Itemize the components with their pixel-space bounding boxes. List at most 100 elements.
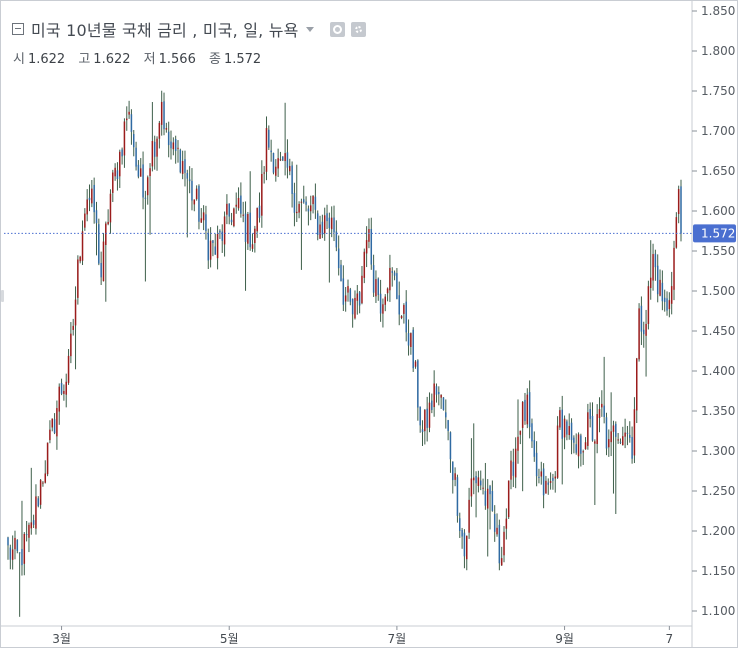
candles[interactable] [7,90,682,617]
candle [363,248,366,284]
candle-body-up [503,531,505,556]
candle [533,431,536,462]
candle-body-down [552,477,554,481]
candle [298,201,300,219]
candle [466,535,468,571]
candle [531,418,533,448]
candle-body-down [116,170,119,180]
candle-body-up [158,122,161,139]
candle-body-up [384,296,387,305]
candle [144,190,147,282]
candle [652,243,654,291]
candle [344,286,347,312]
candle-body-up [30,522,33,529]
time-tick-label: 3월 [52,632,71,646]
candle [626,425,629,446]
candle [81,220,84,266]
candle-body-up [107,221,109,225]
candle [270,139,272,162]
candle [328,212,331,283]
candle [468,487,470,539]
candle [605,412,608,456]
candle [500,546,503,566]
candle-body-up [652,254,654,281]
candle-body-up [577,434,580,457]
candle-body-up [165,128,168,130]
candle-body-up [356,293,359,301]
candle-body-up [587,412,589,446]
candle-body-up [102,241,105,282]
candle [629,421,631,443]
candle [25,520,28,542]
candle [105,221,107,302]
candle-body-up [247,214,249,244]
candle [540,461,543,485]
candle-body-down [186,173,189,179]
gear-icon[interactable] [350,21,366,37]
candle-body-up [284,153,286,162]
close-label: 종 [208,52,221,67]
candle [116,162,119,191]
candle-body-up [235,204,237,207]
candle [235,192,237,214]
candle-body-up [673,247,675,290]
last-price-label: 1.572 [701,226,735,240]
candle-body-up [675,217,678,248]
candle [449,431,452,473]
candle-body-up [72,325,74,330]
candle-body-up [151,140,154,167]
candle [282,156,284,162]
candle [228,203,230,225]
candle-body-up [659,279,661,296]
candle [538,468,540,484]
eye-icon[interactable] [329,21,345,37]
candle-body-up [160,101,163,125]
symbol-title[interactable]: 미국 10년물 국채 금리 , 미국, 일, 뉴욕 [31,21,299,40]
high-value: 1.622 [93,52,131,67]
candle-body-down [663,297,666,302]
candle [72,318,74,336]
candle [386,287,389,302]
candle-body-up [156,138,158,157]
candle-body-up [28,524,30,538]
candle [619,438,622,445]
price-tick-label: 1.400 [701,364,735,378]
candle-body-down [438,391,440,395]
candle-body-down [212,240,214,243]
candle-body-down [449,432,452,460]
candle [524,392,526,425]
candle-body-up [58,386,60,412]
candle-body-up [177,147,179,149]
price-tick-label: 1.600 [701,204,735,218]
candle [179,148,182,174]
candle-body-up [319,224,321,239]
collapse-legend-icon[interactable] [12,23,24,35]
time-axis[interactable]: 3월 5월 7월 9월 7 [0,625,692,646]
candle-body-down [605,417,608,449]
candle-body-up [251,244,254,249]
candle [638,303,640,362]
candle-body-down [479,480,482,486]
candle [659,269,661,297]
price-tick-label: 1.200 [701,524,735,538]
candle-body-down [570,422,573,441]
candle-body-up [505,518,508,529]
price-axis[interactable]: 1.850 1.800 1.750 1.700 1.650 1.600 1.550 1.500… [691,0,735,648]
candle [191,168,193,211]
candle-body-down [179,149,182,173]
candle-body-down [349,289,352,302]
pane-resize-handle[interactable] [1,290,4,302]
candle [84,208,86,231]
chevron-down-icon[interactable] [305,26,314,32]
candle-body-down [228,203,230,217]
candle [608,429,610,457]
candle [475,471,477,518]
candle-body-up [563,418,566,438]
candle [456,474,459,523]
candle [472,423,475,495]
candle-body-down [291,165,293,194]
candle-body-down [475,475,477,484]
candle [484,462,487,510]
candle [247,211,249,250]
